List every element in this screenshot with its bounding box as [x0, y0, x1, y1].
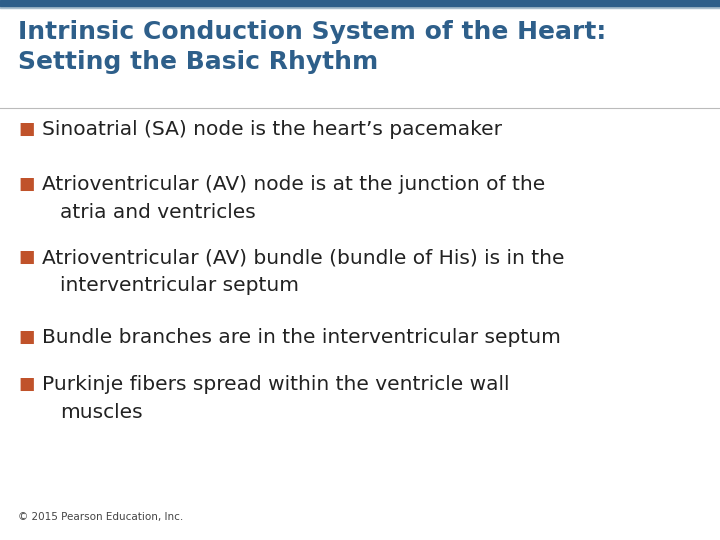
Bar — [0, 6, 720, 8]
Bar — [0, 0, 720, 6]
Text: Purkinje fibers spread within the ventricle wall: Purkinje fibers spread within the ventri… — [42, 375, 510, 394]
Text: ■: ■ — [18, 248, 35, 266]
Text: interventricular septum: interventricular septum — [60, 276, 299, 295]
Text: ■: ■ — [18, 175, 35, 193]
Text: ■: ■ — [18, 120, 35, 138]
Text: ■: ■ — [18, 328, 35, 346]
Text: Setting the Basic Rhythm: Setting the Basic Rhythm — [18, 50, 378, 74]
Text: Atrioventricular (AV) bundle (bundle of His) is in the: Atrioventricular (AV) bundle (bundle of … — [42, 248, 564, 267]
Text: ■: ■ — [18, 375, 35, 393]
Text: Intrinsic Conduction System of the Heart:: Intrinsic Conduction System of the Heart… — [18, 20, 606, 44]
Text: Atrioventricular (AV) node is at the junction of the: Atrioventricular (AV) node is at the jun… — [42, 175, 545, 194]
Text: Sinoatrial (SA) node is the heart’s pacemaker: Sinoatrial (SA) node is the heart’s pace… — [42, 120, 502, 139]
Text: Bundle branches are in the interventricular septum: Bundle branches are in the interventricu… — [42, 328, 561, 347]
Text: muscles: muscles — [60, 403, 143, 422]
Text: atria and ventricles: atria and ventricles — [60, 203, 256, 222]
Text: © 2015 Pearson Education, Inc.: © 2015 Pearson Education, Inc. — [18, 512, 184, 522]
